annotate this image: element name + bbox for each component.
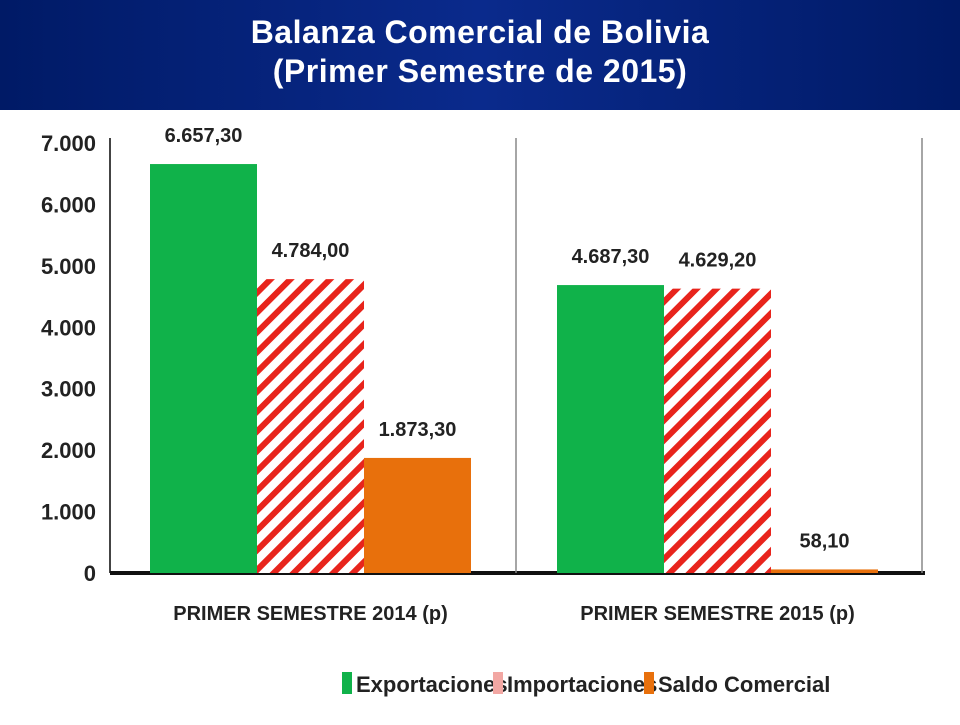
bar-exportaciones [150, 164, 257, 573]
legend-label: Saldo Comercial [658, 672, 830, 697]
y-tick-label: 2.000 [41, 438, 96, 463]
data-label: 4.687,30 [572, 246, 650, 268]
y-tick-label: 7.000 [41, 131, 96, 156]
bar-importaciones [257, 279, 364, 573]
y-tick-label: 3.000 [41, 377, 96, 402]
y-tick-label: 1.000 [41, 500, 96, 525]
data-label: 1.873,30 [379, 419, 457, 441]
legend-swatch [493, 672, 503, 694]
data-label: 58,10 [799, 530, 849, 552]
y-tick-label: 5.000 [41, 254, 96, 279]
data-label: 4.629,20 [679, 250, 757, 272]
data-label: 4.784,00 [272, 240, 350, 262]
category-label: PRIMER SEMESTRE 2014 (p) [173, 603, 448, 625]
bar-importaciones [664, 288, 771, 573]
legend-label: Exportaciones [356, 672, 508, 697]
legend-swatch [644, 672, 654, 694]
bar-saldo-comercial [364, 457, 471, 573]
bar-exportaciones [557, 285, 664, 573]
chart-area: 0 1.000 2.000 3.000 4.000 5.000 6.000 7.000 6.6… [0, 110, 960, 720]
y-tick-label: 0 [84, 561, 96, 586]
chart-title-line2: (Primer Semestre de 2015) [272, 53, 688, 89]
chart-title-line1: Balanza Comercial de Bolivia [250, 14, 710, 50]
bar-saldo-comercial [771, 569, 878, 573]
legend-swatch [342, 672, 352, 694]
category-label: PRIMER SEMESTRE 2015 (p) [580, 603, 855, 625]
y-tick-label: 6.000 [41, 192, 96, 217]
bar-chart: 0 1.000 2.000 3.000 4.000 5.000 6.000 7.000 6.6… [41, 125, 925, 697]
y-tick-label: 4.000 [41, 315, 96, 340]
data-label: 6.657,30 [165, 125, 243, 147]
title-banner: Balanza Comercial de Bolivia (Primer Sem… [0, 0, 960, 110]
legend-label: Importaciones [507, 672, 657, 697]
